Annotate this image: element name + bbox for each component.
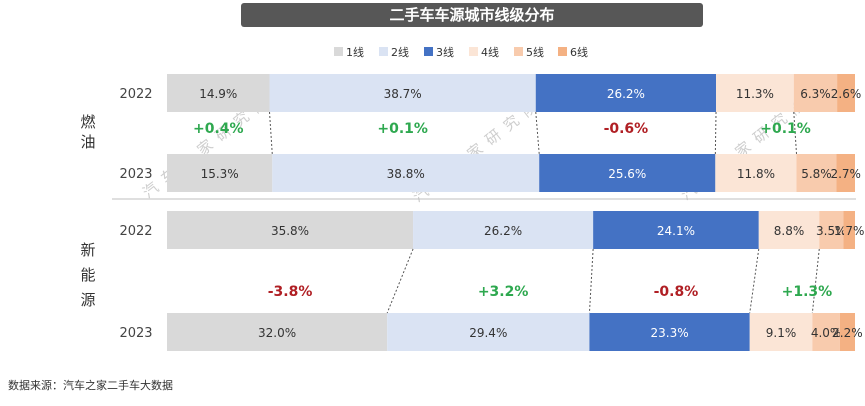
year-label: 2023 — [119, 326, 152, 341]
group-label: 能 — [80, 266, 95, 284]
bar-segment — [167, 74, 270, 112]
bar-value-label: 1.7% — [834, 224, 865, 238]
legend-label: 2线 — [391, 45, 409, 59]
bar-segment — [839, 313, 855, 351]
group-label: 燃 — [80, 113, 95, 131]
bar-segment — [589, 313, 750, 351]
connector-line — [793, 111, 798, 155]
legend-label: 6线 — [570, 45, 588, 59]
bar-segment — [716, 74, 794, 112]
bar-value-label: 11.3% — [736, 87, 774, 101]
bar-value-label: 14.9% — [199, 87, 237, 101]
bar-value-label: 2.7% — [830, 167, 861, 181]
bar-segment — [837, 74, 855, 112]
bar-value-label: 15.3% — [201, 167, 239, 181]
bar-value-label: 29.4% — [469, 326, 507, 340]
bar-value-label: 11.8% — [737, 167, 775, 181]
group-label: 源 — [80, 291, 95, 309]
bar-segment — [413, 211, 594, 249]
change-label: +1.3% — [782, 284, 833, 300]
bar-value-label: 5.8% — [801, 167, 832, 181]
connector-line — [811, 248, 820, 314]
legend-swatch — [334, 47, 343, 56]
bar-segment — [758, 211, 820, 249]
year-label: 2022 — [119, 87, 152, 102]
bar-segment — [819, 211, 844, 249]
bar-value-label: 26.2% — [607, 87, 645, 101]
bar-value-label: 26.2% — [484, 224, 522, 238]
connector-line — [714, 111, 717, 155]
change-label: +0.1% — [377, 121, 428, 137]
bar-segment — [167, 313, 388, 351]
legend-swatch — [469, 47, 478, 56]
legend-swatch — [424, 47, 433, 56]
connector-line — [749, 248, 760, 314]
change-label: -0.6% — [604, 121, 649, 137]
legend-label: 3线 — [436, 45, 454, 59]
bar-segment — [715, 154, 797, 192]
chart-title: 二手车车源城市线级分布 — [241, 3, 703, 27]
bar-value-label: 4.0% — [811, 326, 842, 340]
bar-value-label: 23.3% — [651, 326, 689, 340]
bar-segment — [535, 74, 717, 112]
legend-swatch — [558, 47, 567, 56]
bar-segment — [812, 313, 840, 351]
legend-swatch — [379, 47, 388, 56]
change-label: -0.8% — [654, 284, 699, 300]
bar-value-label: 9.1% — [766, 326, 797, 340]
bar-segment — [843, 211, 855, 249]
bar-value-label: 38.8% — [387, 167, 425, 181]
bar-value-label: 35.8% — [271, 224, 309, 238]
legend-label: 5线 — [526, 45, 544, 59]
bar-segment — [796, 154, 837, 192]
connector-line — [386, 248, 414, 314]
bar-value-label: 24.1% — [657, 224, 695, 238]
bar-segment — [167, 211, 414, 249]
change-label: +0.1% — [760, 121, 811, 137]
data-source-note: 数据来源：汽车之家二手车大数据 — [8, 379, 173, 392]
connector-line — [535, 111, 540, 155]
bar-value-label: 6.3% — [800, 87, 831, 101]
change-label: +0.4% — [193, 121, 244, 137]
year-label: 2023 — [119, 167, 152, 182]
group-label: 新 — [80, 241, 95, 259]
bar-segment — [272, 154, 540, 192]
bar-segment — [793, 74, 838, 112]
bar-value-label: 2.2% — [832, 326, 863, 340]
change-label: -3.8% — [268, 284, 313, 300]
bar-value-label: 32.0% — [258, 326, 296, 340]
bar-segment — [836, 154, 855, 192]
bar-value-label: 2.6% — [831, 87, 862, 101]
legend-label: 4线 — [481, 45, 499, 59]
bar-segment — [387, 313, 590, 351]
change-label: +3.2% — [478, 284, 529, 300]
bar-segment — [539, 154, 716, 192]
bar-segment — [593, 211, 759, 249]
bar-segment — [167, 154, 273, 192]
bar-value-label: 8.8% — [774, 224, 805, 238]
bar-value-label: 38.7% — [384, 87, 422, 101]
group-label: 油 — [80, 133, 95, 151]
year-label: 2022 — [119, 224, 152, 239]
bar-segment — [749, 313, 813, 351]
legend-label: 1线 — [346, 45, 364, 59]
bar-value-label: 25.6% — [608, 167, 646, 181]
connector-line — [588, 248, 594, 314]
bar-segment — [269, 74, 536, 112]
connector-line — [269, 111, 273, 155]
legend-swatch — [514, 47, 523, 56]
bar-value-label: 3.5% — [816, 224, 847, 238]
